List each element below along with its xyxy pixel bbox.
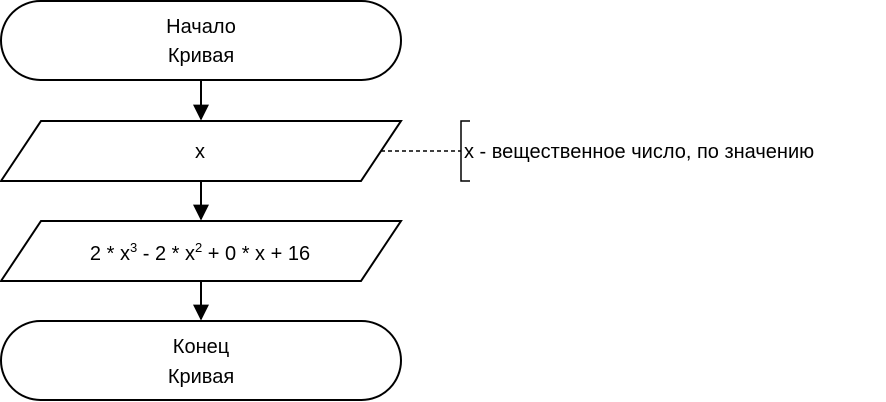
process-formula: 2 * x3 - 2 * x2 + 0 * x + 16	[90, 240, 310, 265]
start-label-line2: Кривая	[168, 45, 234, 67]
process-block[interactable]: 2 * x3 - 2 * x2 + 0 * x + 16	[0, 220, 403, 282]
start-terminal[interactable]: Начало Кривая	[0, 0, 402, 81]
input-block[interactable]: x	[0, 120, 403, 182]
end-label-line2: Кривая	[168, 366, 234, 388]
input-label: x	[195, 141, 205, 163]
start-label-line1: Начало	[166, 16, 236, 38]
comment-text: x - вещественное число, по значению	[464, 141, 814, 163]
formula-exponent-1: 3	[130, 240, 137, 255]
formula-exponent-2: 2	[195, 240, 202, 255]
formula-part-3: + 0 * x + 16	[202, 243, 310, 265]
end-terminal[interactable]: Конец Кривая	[0, 320, 402, 401]
comment-bracket	[460, 120, 470, 182]
end-label-line1: Конец	[173, 336, 229, 358]
formula-part-1: 2 * x	[90, 243, 130, 265]
formula-part-2: - 2 * x	[137, 243, 195, 265]
